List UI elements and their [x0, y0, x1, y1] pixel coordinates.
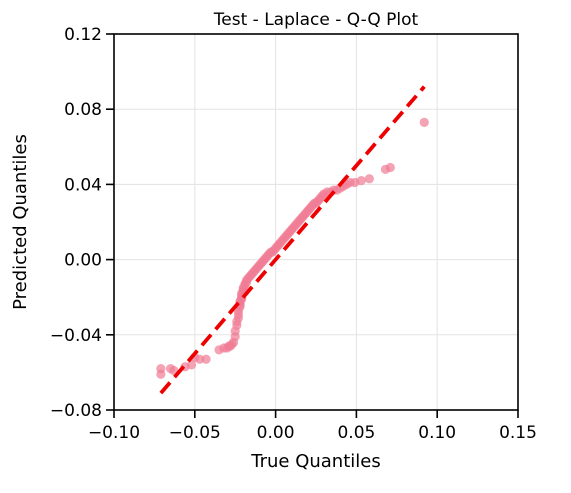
y-tick-label: 0.04 — [64, 175, 102, 195]
data-point — [201, 354, 211, 364]
y-tick-label: 0.12 — [64, 25, 102, 45]
x-tick-label: −0.10 — [88, 423, 140, 443]
data-point — [364, 174, 374, 184]
y-axis-label: Predicted Quantiles — [10, 134, 31, 310]
x-axis-label: True Quantiles — [250, 451, 380, 472]
y-tick-label: −0.08 — [50, 401, 102, 421]
chart-title: Test - Laplace - Q-Q Plot — [213, 10, 419, 30]
x-tick-label: 0.00 — [257, 423, 295, 443]
data-point — [195, 354, 205, 364]
data-point — [419, 117, 429, 127]
x-tick-label: 0.05 — [337, 423, 375, 443]
y-tick-label: 0.00 — [64, 251, 102, 271]
x-tick-label: 0.10 — [418, 423, 456, 443]
data-points — [156, 117, 429, 379]
x-tick-label: 0.15 — [499, 423, 537, 443]
grid — [113, 33, 519, 411]
data-point — [156, 364, 166, 374]
data-point — [186, 360, 197, 370]
reference-line — [159, 85, 426, 395]
data-point — [356, 176, 366, 186]
plot-frame — [113, 33, 519, 411]
y-axis-ticks: −0.08 −0.04 0.00 0.04 0.08 0.12 — [50, 25, 114, 421]
data-point — [385, 162, 395, 173]
x-axis-ticks: −0.10 −0.05 0.00 0.05 0.10 0.15 — [88, 410, 537, 443]
x-tick-label: −0.05 — [169, 423, 221, 443]
y-tick-label: −0.04 — [50, 326, 102, 346]
y-tick-label: 0.08 — [64, 100, 102, 120]
